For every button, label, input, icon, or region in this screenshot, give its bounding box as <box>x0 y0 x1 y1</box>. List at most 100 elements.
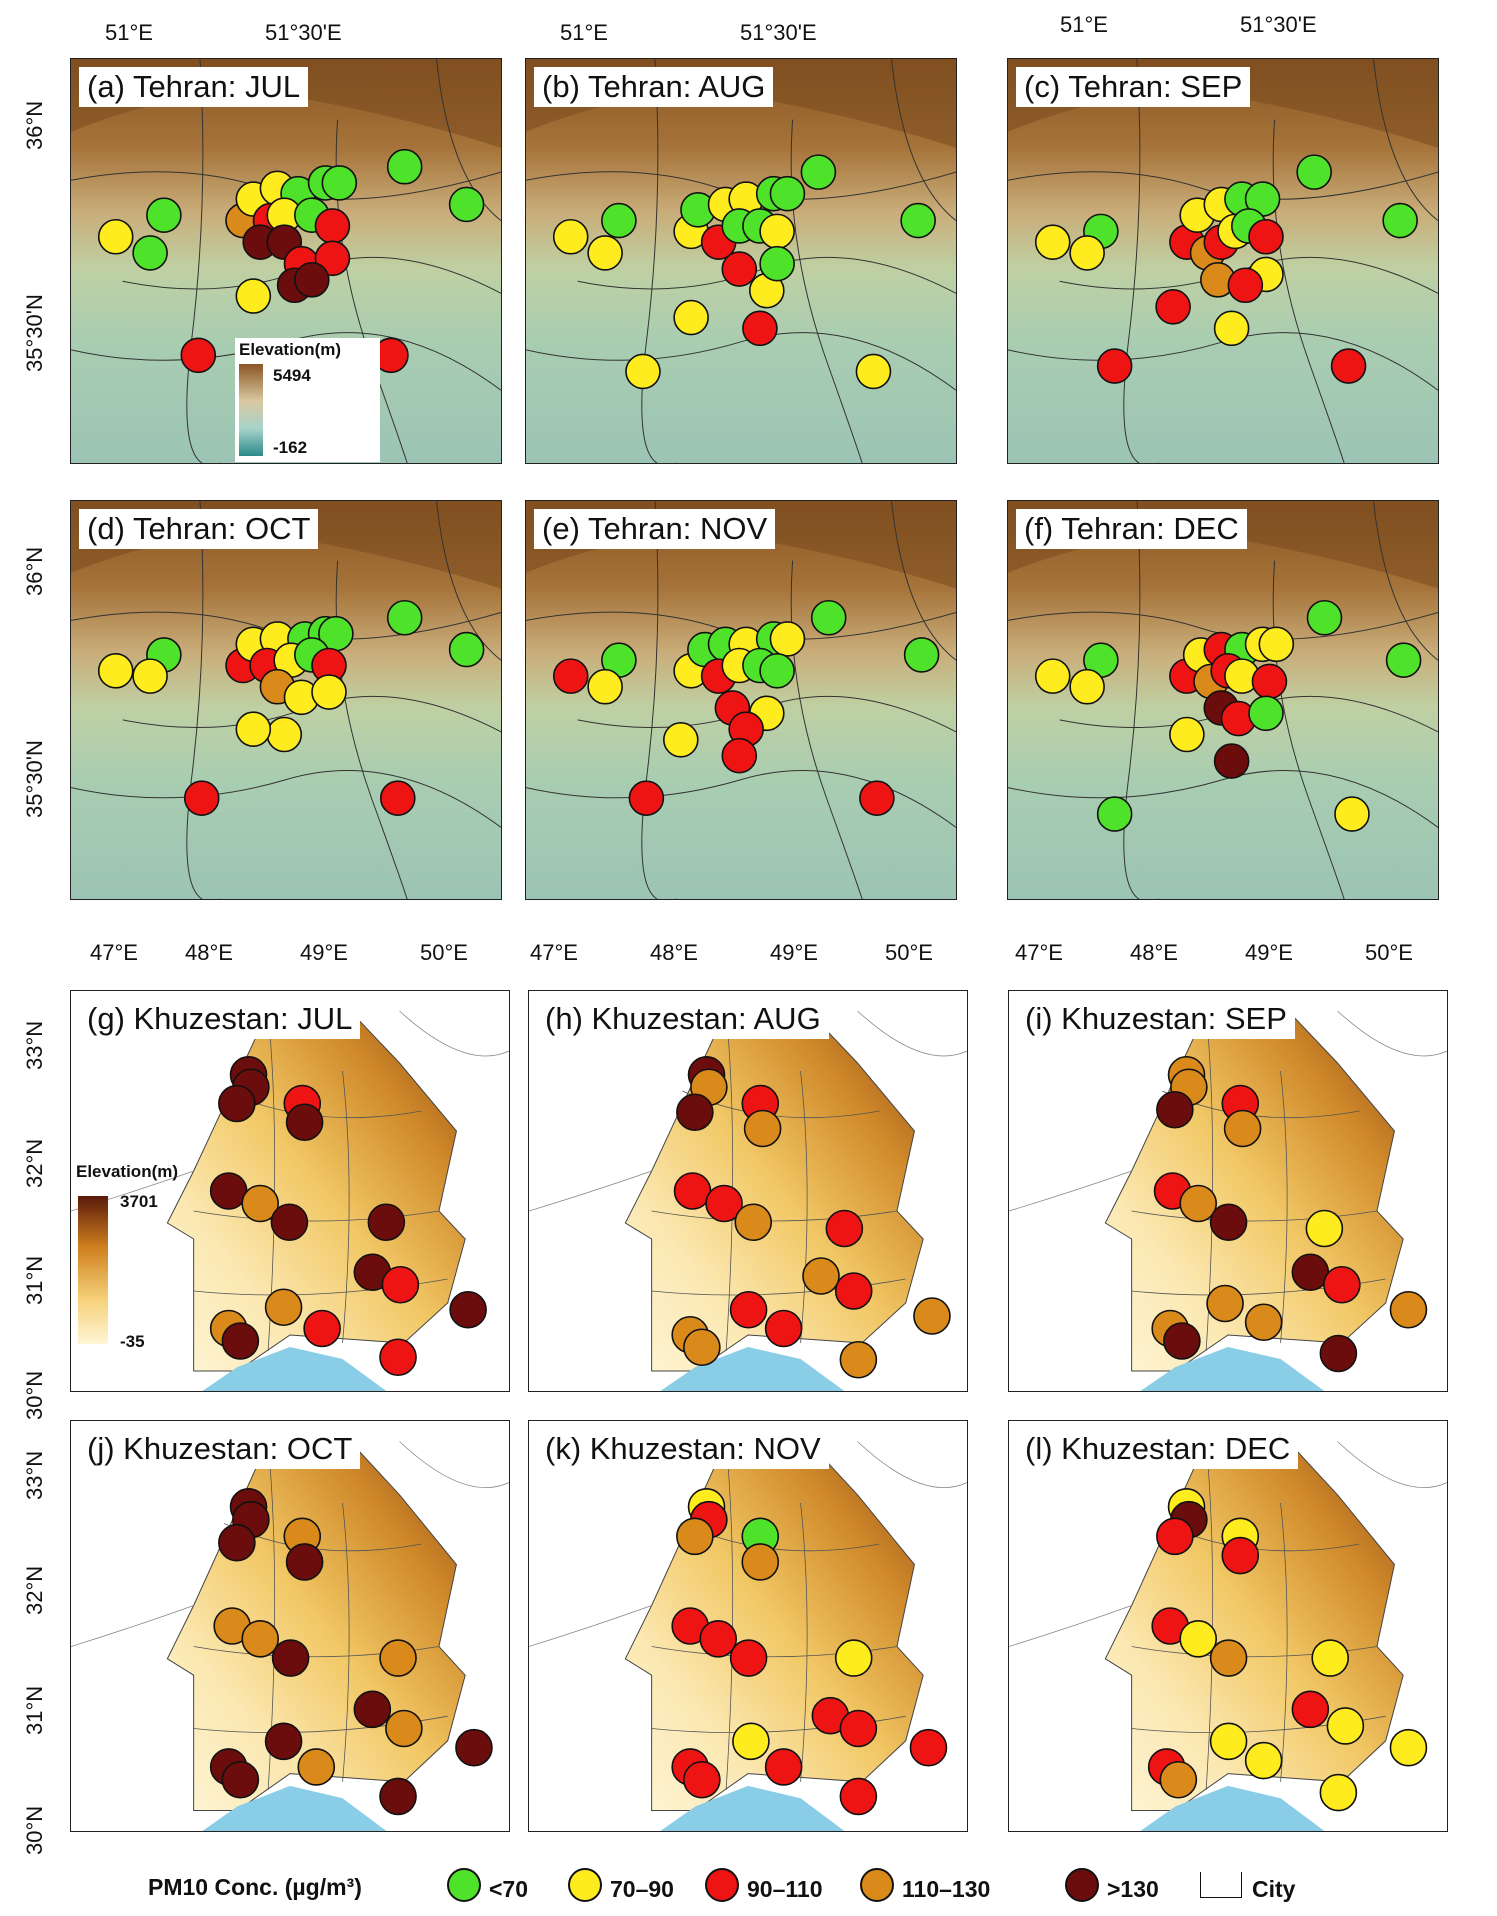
lon-tick-a-1: 51°E <box>105 20 153 45</box>
khz-elev-min: -35 <box>120 1332 145 1351</box>
map-canvas <box>1009 1421 1447 1831</box>
station-marker <box>314 240 351 277</box>
station-marker <box>1334 796 1370 832</box>
station-marker <box>1244 1303 1283 1342</box>
khz-lon-a-3: 49°E <box>300 940 348 965</box>
persian-gulf <box>1140 1347 1325 1391</box>
station-marker <box>764 1309 803 1348</box>
station-marker <box>448 631 485 668</box>
panel-label: (a) Tehran: JUL <box>79 67 309 107</box>
station-marker <box>1382 202 1418 239</box>
station-marker <box>264 1722 303 1761</box>
station-marker <box>303 1309 341 1348</box>
khz-lat-r2-1: 33°N <box>22 1450 47 1500</box>
station-marker <box>209 1172 248 1210</box>
station-marker <box>676 1517 714 1556</box>
station-marker <box>235 278 272 314</box>
city-boundary-symbol <box>1200 1872 1242 1898</box>
station-marker <box>449 1290 487 1329</box>
station-marker <box>1306 599 1343 636</box>
city-boundary <box>725 1010 734 1352</box>
persian-gulf <box>660 1347 845 1391</box>
city-boundary <box>526 332 956 391</box>
map-canvas <box>71 501 501 899</box>
map-canvas <box>526 501 956 899</box>
station-marker <box>132 658 168 694</box>
station-marker <box>97 218 134 255</box>
station-marker <box>1221 1536 1260 1575</box>
map-panel-j: (j) Khuzestan: OCT <box>70 1420 510 1832</box>
station-marker <box>1323 1265 1361 1304</box>
map-panel-l: (l) Khuzestan: DEC <box>1008 1420 1448 1832</box>
station-marker <box>628 780 665 816</box>
station-marker <box>386 599 423 636</box>
station-marker <box>1385 642 1422 678</box>
station-marker <box>1326 1707 1365 1745</box>
station-marker <box>587 235 623 271</box>
station-marker <box>913 1297 951 1335</box>
tehran-elevation-legend: Elevation(m) 5494 -162 <box>235 338 380 462</box>
legend-label-gt130: >130 <box>1107 1876 1159 1902</box>
khz-elev-title: Elevation(m) <box>76 1162 179 1181</box>
station-marker <box>900 202 936 239</box>
station-marker <box>552 658 589 694</box>
lon-tick-c-2: 51°30'E <box>1240 12 1317 37</box>
city-boundary <box>641 501 677 899</box>
station-marker <box>1179 1620 1218 1658</box>
station-marker <box>1291 1253 1330 1292</box>
station-marker <box>683 1760 721 1799</box>
station-marker <box>1213 310 1250 347</box>
map-canvas <box>1008 501 1438 899</box>
station-marker <box>183 780 220 816</box>
station-marker <box>859 780 895 816</box>
legend-dot-70to90 <box>568 1868 602 1902</box>
station-marker <box>386 148 423 185</box>
station-marker <box>743 1109 782 1148</box>
station-marker <box>1227 267 1264 304</box>
map-panel-i: (i) Khuzestan: SEP <box>1008 990 1448 1392</box>
city-boundary <box>1131 1210 1377 1222</box>
khz-lon-c-2: 48°E <box>1130 940 1178 965</box>
station-marker <box>297 1748 336 1786</box>
station-marker <box>1159 1760 1198 1799</box>
station-marker <box>802 1257 840 1295</box>
city-boundary <box>1205 1441 1214 1791</box>
station-marker <box>769 175 806 212</box>
neighbor-boundary <box>71 1441 509 1647</box>
station-marker <box>264 1288 303 1327</box>
lon-tick-b-1: 51°E <box>560 20 608 45</box>
station-marker <box>1311 1639 1350 1677</box>
map-panel-k: (k) Khuzestan: NOV <box>528 1420 968 1832</box>
panel-label: (b) Tehran: AUG <box>534 67 774 107</box>
map-panel-h: (h) Khuzestan: AUG <box>528 990 968 1392</box>
station-marker <box>734 1203 773 1242</box>
station-marker <box>285 1543 324 1581</box>
neighbor-boundary <box>1009 1010 1447 1212</box>
station-marker <box>1244 1741 1283 1780</box>
khz-lon-b-2: 48°E <box>650 940 698 965</box>
station-marker <box>1319 1334 1358 1373</box>
station-marker <box>1258 626 1295 663</box>
station-marker <box>1319 1773 1358 1812</box>
station-marker <box>673 1172 712 1210</box>
map-canvas <box>1008 59 1438 463</box>
station-marker <box>241 1184 280 1223</box>
khz-elev-max: 3701 <box>120 1192 158 1211</box>
lon-tick-b-2: 51°30'E <box>740 20 817 45</box>
khz-lon-a-2: 48°E <box>185 940 233 965</box>
station-marker <box>1169 716 1205 753</box>
station-marker <box>1248 218 1284 255</box>
station-marker <box>732 1722 770 1761</box>
city-boundary <box>71 770 501 828</box>
station-marker <box>1179 1184 1218 1223</box>
city-boundary <box>436 501 501 661</box>
khz-elev-colorbar <box>78 1196 108 1344</box>
tehran-elev-max: 5494 <box>273 366 311 385</box>
station-marker <box>1248 695 1284 732</box>
panel-label: (j) Khuzestan: OCT <box>79 1429 361 1469</box>
persian-gulf <box>1140 1785 1325 1831</box>
station-marker <box>810 599 847 636</box>
khz-lat-r1-3: 31°N <box>22 1255 47 1305</box>
station-marker <box>1156 1090 1194 1129</box>
khz-lat-r1-1: 33°N <box>22 1020 47 1070</box>
